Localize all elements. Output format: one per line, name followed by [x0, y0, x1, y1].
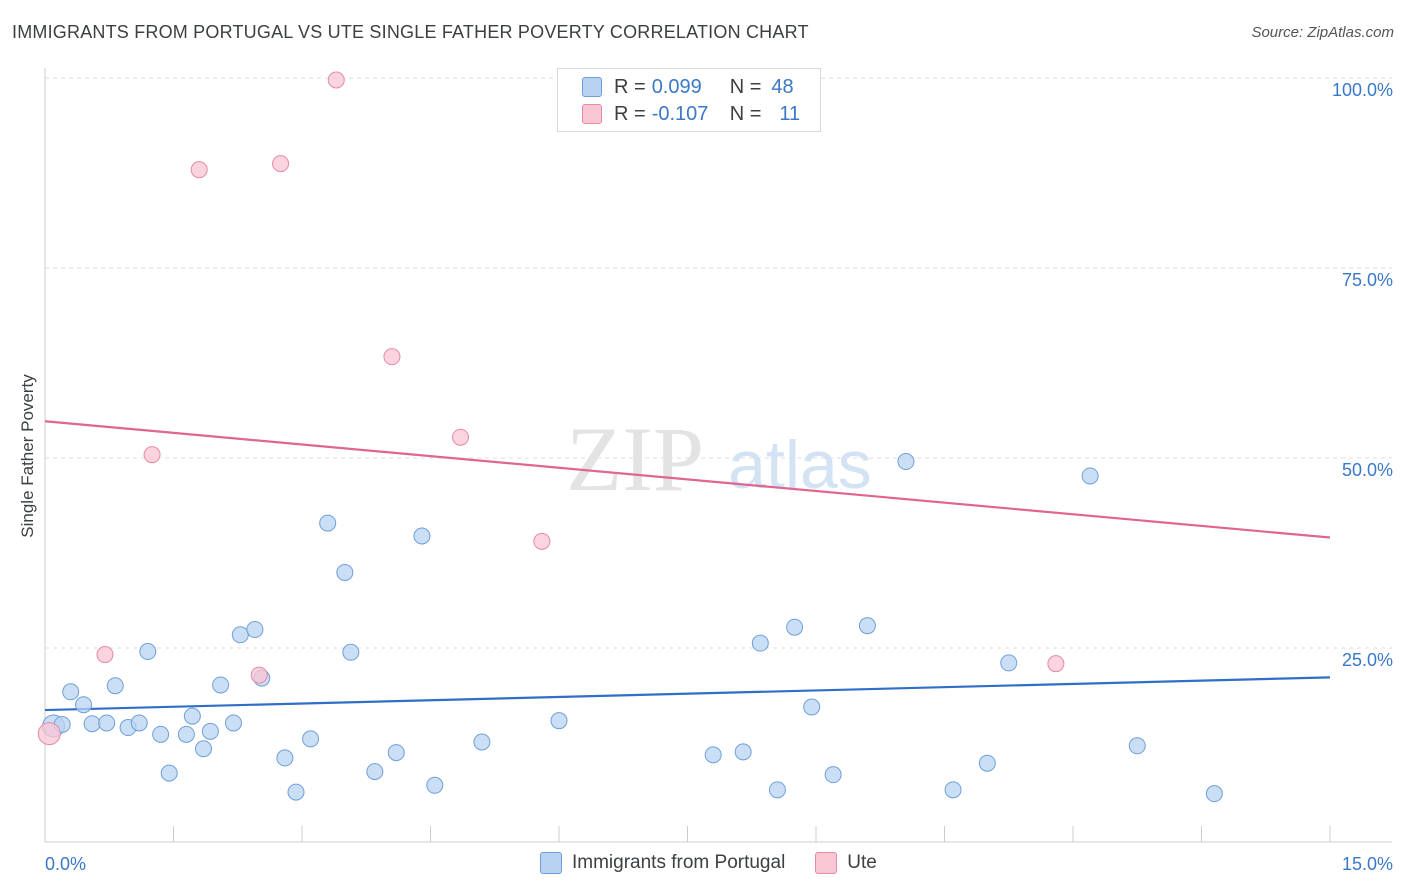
point-portugal [160, 764, 178, 782]
point-portugal [786, 618, 804, 636]
point-portugal [139, 643, 157, 661]
point-ute [272, 155, 290, 173]
point-portugal [366, 763, 384, 781]
point-ute [190, 161, 208, 179]
correlation-legend: R = 0.099 N = 48 R = -0.107 N = 11 [557, 68, 821, 132]
point-portugal [473, 733, 491, 751]
legend-n-label: N = [729, 102, 762, 125]
legend-r-label: R = [614, 75, 646, 98]
watermark: ZIP atlas [566, 408, 872, 510]
trend-line [44, 676, 1331, 712]
point-portugal [550, 712, 568, 730]
legend-swatch-blue [582, 77, 602, 97]
point-ute [327, 71, 345, 89]
point-portugal [426, 776, 444, 794]
legend-n-label: N = [729, 75, 762, 98]
point-portugal [62, 683, 80, 701]
point-portugal [1205, 785, 1223, 803]
point-portugal [978, 754, 996, 772]
point-portugal [75, 696, 93, 714]
point-ute [383, 348, 401, 366]
point-portugal [130, 714, 148, 732]
point-portugal [336, 563, 354, 581]
point-ute [143, 446, 161, 464]
point-portugal [768, 781, 786, 799]
point-portugal [212, 676, 230, 694]
series-legend-label: Immigrants from Portugal [572, 852, 786, 873]
point-ute [96, 646, 114, 664]
point-portugal [1128, 737, 1146, 755]
point-ute [1047, 655, 1065, 673]
point-portugal [98, 714, 116, 732]
point-portugal [897, 453, 915, 471]
point-portugal [302, 730, 320, 748]
point-portugal [734, 743, 752, 761]
point-portugal [803, 698, 821, 716]
tick-labels: 25.0% 50.0% 75.0% 100.0% 0.0% 15.0% [45, 80, 1393, 874]
data-points [37, 71, 1223, 803]
legend-row-ute: R = -0.107 N = 11 [582, 101, 800, 127]
x-tick-label: 0.0% [45, 854, 86, 874]
axes [44, 68, 1392, 843]
point-portugal [231, 626, 249, 644]
point-ute [451, 428, 469, 446]
point-portugal [246, 620, 264, 638]
legend-swatch-pink [815, 852, 838, 874]
y-tick-label: 25.0% [1342, 650, 1393, 670]
point-portugal [194, 740, 212, 758]
watermark-zip: ZIP [566, 408, 704, 510]
point-portugal [201, 722, 219, 740]
legend-swatch-blue [540, 852, 562, 874]
point-portugal [183, 707, 201, 725]
legend-n-value: 48 [771, 75, 794, 98]
y-tick-label: 50.0% [1342, 460, 1393, 480]
point-portugal [751, 634, 769, 652]
point-portugal [83, 715, 101, 733]
point-portugal [224, 714, 242, 732]
point-portugal [319, 514, 337, 532]
chart-title: IMMIGRANTS FROM PORTUGAL VS UTE SINGLE F… [12, 22, 809, 42]
point-ute [250, 666, 268, 684]
x-tick-label: 15.0% [1342, 854, 1393, 874]
legend-swatch-pink [582, 104, 602, 124]
y-tick-label: 75.0% [1342, 270, 1393, 290]
legend-r-value: 0.099 [651, 75, 702, 98]
legend-n-value: 11 [779, 102, 801, 125]
point-portugal [858, 617, 876, 635]
legend-r-label: R = [614, 102, 646, 125]
source-label: Source: ZipAtlas.com [1251, 24, 1394, 41]
point-ute [533, 532, 551, 550]
y-tick-label: 100.0% [1332, 80, 1393, 100]
point-portugal [276, 749, 294, 767]
point-ute [37, 722, 61, 746]
legend-row-portugal: R = 0.099 N = 48 [582, 74, 794, 100]
point-portugal [944, 781, 962, 799]
point-portugal [704, 746, 722, 764]
series-legend-portugal[interactable]: Immigrants from Portugal [540, 852, 785, 874]
legend-r-value: -0.107 [651, 102, 709, 125]
trend-lines [44, 420, 1331, 712]
point-portugal [106, 677, 124, 695]
series-legend: Immigrants from Portugal Ute [540, 852, 907, 874]
point-portugal [413, 527, 431, 545]
point-portugal [824, 766, 842, 784]
series-legend-ute[interactable]: Ute [815, 852, 877, 874]
trend-line [44, 420, 1331, 539]
point-portugal [152, 725, 170, 743]
point-portugal [287, 783, 305, 801]
series-legend-label: Ute [847, 852, 877, 873]
gridlines [45, 77, 1392, 649]
point-portugal [342, 643, 360, 661]
point-portugal [1081, 467, 1099, 485]
watermark-atlas: atlas [728, 427, 872, 503]
point-portugal [177, 725, 195, 743]
point-portugal [387, 744, 405, 762]
point-portugal [1000, 654, 1018, 672]
